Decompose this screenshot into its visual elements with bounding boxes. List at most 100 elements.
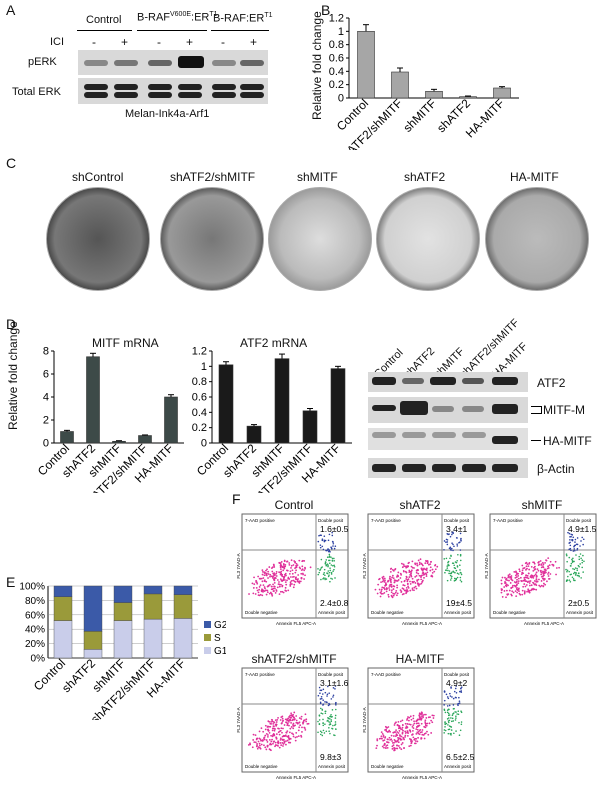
event-dot xyxy=(319,707,322,710)
event-dot xyxy=(397,720,400,723)
event-dot xyxy=(298,721,301,724)
event-dot xyxy=(285,740,287,743)
event-dot xyxy=(287,720,290,723)
y-tick-label: 40% xyxy=(25,625,45,636)
event-dot xyxy=(423,737,426,740)
event-dot xyxy=(287,589,290,592)
y-tick-label: 0.8 xyxy=(192,376,207,388)
y-tick-label: 0.6 xyxy=(329,53,344,65)
event-dot xyxy=(274,587,276,590)
event-dot xyxy=(421,733,424,736)
event-dot xyxy=(455,569,458,572)
event-dot xyxy=(447,721,450,724)
event-dot xyxy=(515,576,518,579)
event-dot xyxy=(278,561,281,564)
event-dot xyxy=(570,533,573,536)
event-dot xyxy=(417,583,420,586)
event-dot xyxy=(385,590,388,593)
event-dot xyxy=(294,567,296,570)
event-dot xyxy=(292,718,294,721)
event-dot xyxy=(294,739,297,742)
event-dot xyxy=(535,588,538,591)
event-dot xyxy=(257,575,260,578)
event-dot xyxy=(454,579,457,582)
cell-cycle-chart: 0%20%40%60%80%100%ControlshATF2shMITFshA… xyxy=(19,582,226,721)
event-dot xyxy=(298,726,301,729)
event-dot xyxy=(278,583,281,586)
event-dot xyxy=(291,572,294,575)
event-dot xyxy=(426,730,428,733)
event-dot xyxy=(331,564,334,567)
event-dot xyxy=(445,722,448,725)
event-dot xyxy=(318,571,321,574)
event-dot xyxy=(286,722,289,725)
event-dot xyxy=(331,557,334,560)
lower-right-percentage: 6.5±2.5 xyxy=(446,752,475,762)
event-dot xyxy=(333,559,336,562)
event-dot xyxy=(408,569,411,572)
event-dot xyxy=(393,739,396,741)
event-dot xyxy=(523,567,526,569)
event-dot xyxy=(273,581,276,584)
event-dot xyxy=(280,579,283,582)
event-dot xyxy=(391,747,394,750)
event-dot xyxy=(423,576,425,579)
event-dot xyxy=(264,746,267,749)
y-tick-label: 0 xyxy=(338,93,344,105)
event-dot xyxy=(278,581,280,583)
event-dot xyxy=(263,738,266,741)
event-dot xyxy=(410,738,412,741)
event-dot xyxy=(565,553,568,555)
event-dot xyxy=(450,549,452,551)
event-dot xyxy=(451,575,453,578)
event-dot xyxy=(268,748,271,751)
event-dot xyxy=(420,722,423,725)
event-dot xyxy=(267,570,270,573)
stack-segment-g1 xyxy=(143,618,163,659)
event-dot xyxy=(322,729,325,732)
event-dot xyxy=(402,729,404,732)
event-dot xyxy=(534,565,536,568)
event-dot xyxy=(331,547,333,550)
event-dot xyxy=(266,726,269,728)
event-dot xyxy=(269,573,272,576)
event-dot xyxy=(574,567,577,569)
event-dot xyxy=(319,698,322,700)
event-dot xyxy=(335,704,337,706)
event-dot xyxy=(571,558,573,561)
event-dot xyxy=(454,719,457,721)
event-dot xyxy=(408,576,411,578)
quad-label: Double negative xyxy=(245,764,278,769)
event-dot xyxy=(523,592,526,595)
event-dot xyxy=(525,561,528,564)
event-dot xyxy=(267,573,270,575)
event-dot xyxy=(323,571,326,574)
event-dot xyxy=(406,590,409,593)
event-dot xyxy=(539,560,542,562)
event-dot xyxy=(447,569,449,572)
bar xyxy=(357,31,375,99)
event-dot xyxy=(324,578,326,581)
event-dot xyxy=(270,585,273,588)
event-dot xyxy=(381,745,384,748)
event-dot xyxy=(288,738,291,741)
event-dot xyxy=(415,728,418,731)
event-dot xyxy=(395,589,398,592)
event-dot xyxy=(300,734,302,737)
lane-sign: - xyxy=(221,35,225,49)
event-dot xyxy=(418,561,421,564)
event-dot xyxy=(286,579,288,582)
event-dot xyxy=(334,728,337,730)
event-dot xyxy=(320,712,323,715)
event-dot xyxy=(543,568,546,571)
event-dot xyxy=(460,690,462,692)
event-dot xyxy=(383,746,385,749)
event-dot xyxy=(517,582,520,585)
event-dot xyxy=(534,568,537,570)
event-dot xyxy=(294,571,297,574)
event-dot xyxy=(447,728,450,731)
event-dot xyxy=(445,541,447,544)
event-dot xyxy=(309,566,312,569)
event-dot xyxy=(262,730,265,733)
event-dot xyxy=(394,591,397,594)
